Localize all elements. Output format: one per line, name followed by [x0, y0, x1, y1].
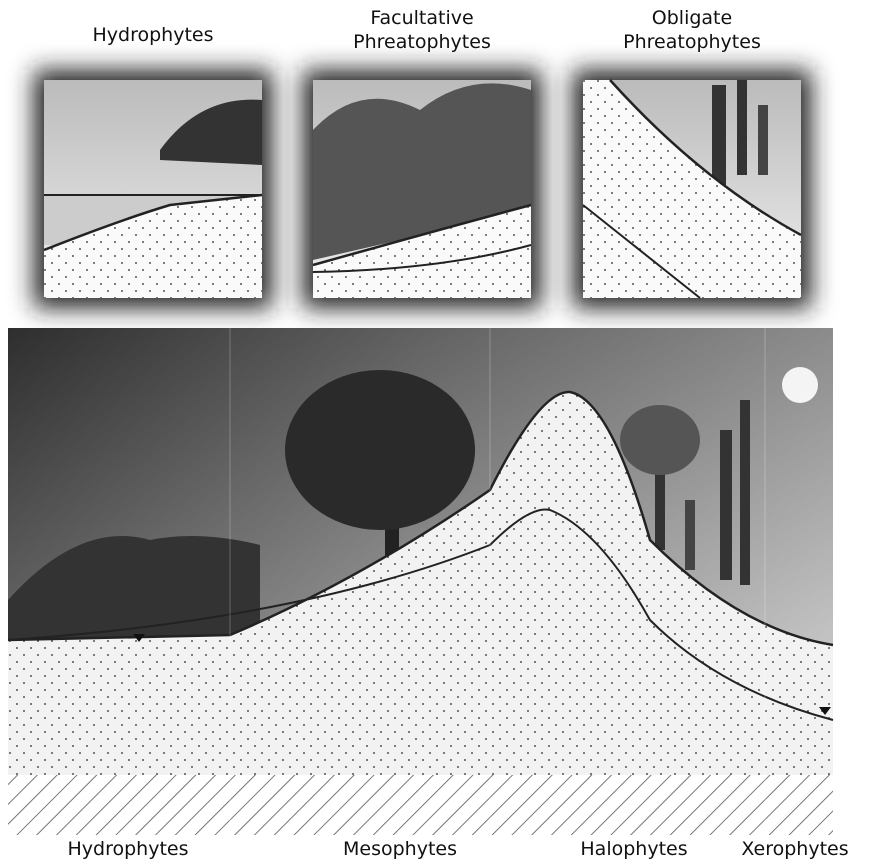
panel-hydrophytes: Hydrophytes [34, 24, 272, 308]
cactus [712, 85, 726, 185]
label-line: Phreatophytes [353, 31, 491, 53]
page: Hydrophytes FacultativePhreatophytes Obl… [0, 0, 869, 864]
label-line: Phreatophytes [623, 31, 761, 53]
cactus [737, 80, 747, 175]
sun [782, 367, 818, 403]
zone-label: Hydrophytes [68, 838, 189, 860]
main-scene [8, 328, 833, 835]
illustration: Hydrophytes FacultativePhreatophytes Obl… [0, 0, 869, 864]
label-line: Hydrophytes [93, 24, 214, 46]
bedrock [8, 775, 833, 835]
panel-label: Hydrophytes [93, 24, 214, 46]
label-line: Obligate [652, 7, 732, 29]
cactus [758, 105, 768, 175]
zone-label: Mesophytes [343, 838, 457, 860]
zone-label: Xerophytes [741, 838, 848, 860]
label-line: Facultative [370, 7, 473, 29]
zone-label: Halophytes [580, 838, 687, 860]
